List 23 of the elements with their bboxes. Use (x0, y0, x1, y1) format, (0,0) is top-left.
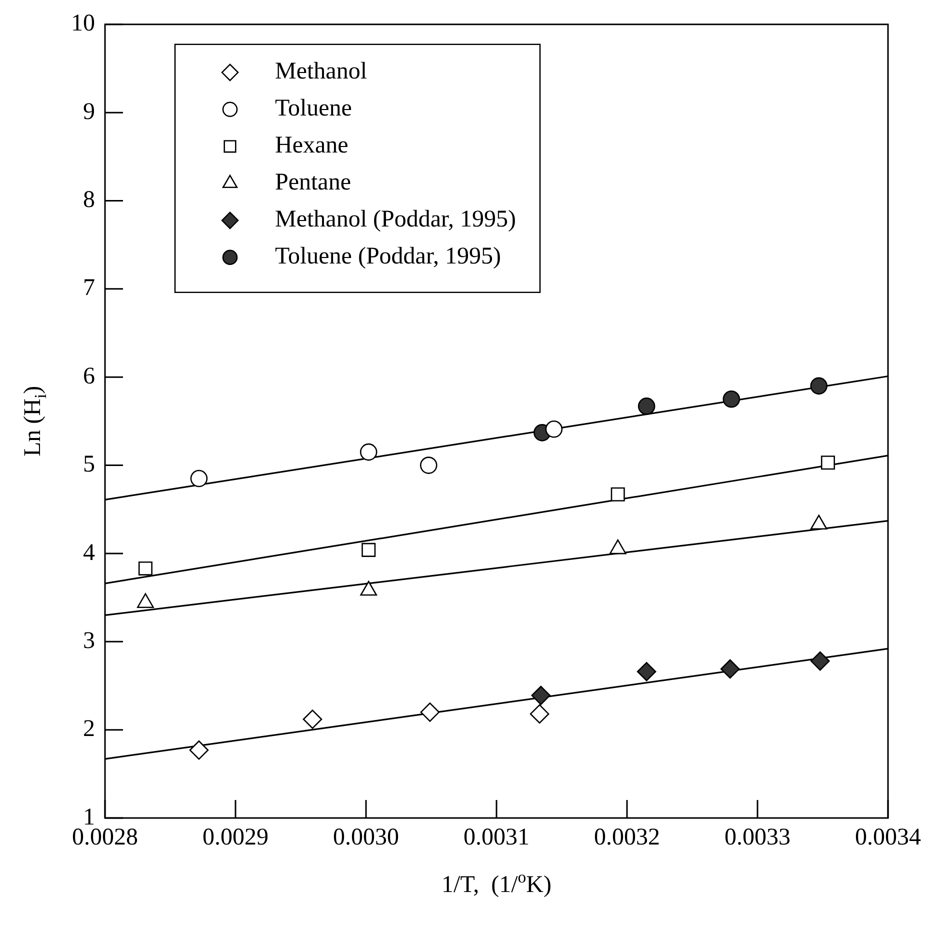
x-tick-label: 0.0034 (855, 824, 921, 851)
y-tick-label: 10 (71, 10, 95, 37)
y-tick-label: 8 (83, 187, 95, 214)
y-tick-label: 4 (83, 540, 95, 566)
legend-label: Hexane (275, 132, 348, 159)
legend-label: Methanol (275, 58, 368, 85)
y-tick-label: 9 (83, 98, 95, 125)
x-tick-label: 0.0029 (202, 824, 268, 851)
legend-label: Toluene (275, 96, 352, 122)
y-tick-label: 2 (83, 716, 95, 742)
x-tick-label: 0.0028 (72, 824, 138, 851)
y-tick-label: 7 (83, 275, 95, 302)
legend-label: Toluene (Poddar, 1995) (275, 244, 501, 270)
y-tick-label: 5 (83, 452, 95, 478)
x-tick-label: 0.0030 (333, 824, 399, 851)
y-tick-label: 3 (83, 628, 95, 654)
legend-label: Methanol (Poddar, 1995) (275, 206, 516, 233)
x-tick-label: 0.0033 (724, 824, 790, 851)
legend-label: Pentane (275, 170, 351, 196)
y-tick-label: 6 (83, 363, 95, 390)
x-tick-label: 0.0031 (464, 824, 530, 851)
x-tick-label: 0.0032 (594, 824, 660, 851)
y-axis-title: Ln (Hi) (20, 386, 50, 457)
